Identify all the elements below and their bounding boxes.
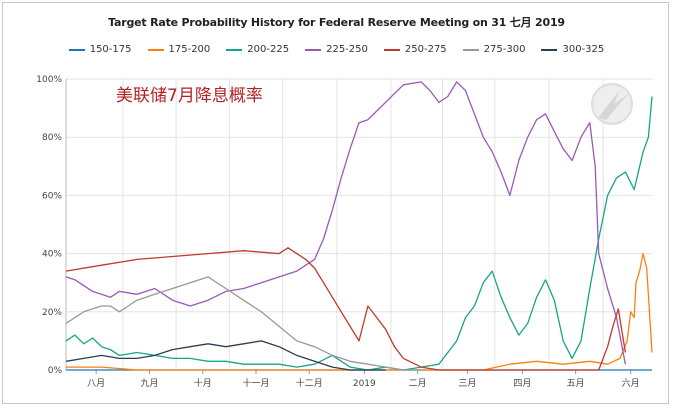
- legend-swatch: [147, 48, 164, 51]
- x-tick-label: 十一月: [242, 377, 269, 389]
- y-tick-label: 60%: [42, 191, 62, 201]
- y-tick-label: 80%: [42, 133, 62, 143]
- legend-item-200-225[interactable]: 200-225: [226, 44, 289, 55]
- legend-item-275-300[interactable]: 275-300: [462, 44, 526, 55]
- chart-axes: 0% 20% 40% 60% 80% 100% 八月 九月 十月 十一月 十二月 2019 二月 三月 四月…: [36, 75, 639, 389]
- legend-swatch: [305, 48, 322, 51]
- x-tick-label: 十二月: [296, 377, 323, 389]
- legend-item-150-175[interactable]: 150-175: [68, 44, 132, 55]
- legend-swatch: [68, 48, 85, 51]
- series-line-275-300: [65, 276, 422, 371]
- watermark-logo-icon: [591, 83, 633, 125]
- legend-label: 200-225: [247, 44, 290, 55]
- chart-legend: 150-175 175-200 200-225 225-250 250-275 275-3…: [0, 44, 673, 55]
- x-tick-label: 九月: [140, 378, 158, 389]
- y-tick-label: 40%: [42, 250, 62, 260]
- legend-swatch: [383, 48, 400, 51]
- legend-swatch: [541, 48, 558, 51]
- x-tick-label: 2019: [353, 379, 376, 389]
- y-tick-label: 20%: [42, 308, 62, 318]
- legend-item-250-275[interactable]: 250-275: [383, 44, 447, 55]
- chart-annotation: 美联储7月降息概率: [116, 86, 263, 106]
- chart-frame: [2, 2, 669, 404]
- x-tick-label: 四月: [513, 378, 531, 389]
- legend-label: 150-175: [89, 44, 132, 55]
- series-line-225-250: [65, 81, 627, 365]
- legend-label: 275-300: [483, 44, 526, 55]
- legend-item-225-250[interactable]: 225-250: [305, 44, 368, 55]
- legend-label: 250-275: [404, 44, 447, 55]
- legend-label: 300-325: [562, 44, 605, 55]
- chart-series: [65, 81, 653, 371]
- series-line-175-200: [66, 252, 653, 371]
- series-line-300-325: [65, 340, 386, 371]
- legend-label: 225-250: [326, 44, 368, 55]
- legend-item-175-200[interactable]: 175-200: [147, 44, 211, 55]
- legend-swatch: [226, 48, 243, 51]
- x-tick-label: 二月: [409, 378, 427, 389]
- y-tick-label: 0%: [48, 366, 63, 376]
- chart-title: Target Rate Probability History for Fede…: [108, 16, 565, 29]
- x-tick-label: 三月: [458, 378, 476, 389]
- y-tick-label: 100%: [36, 75, 62, 85]
- x-tick-label: 六月: [622, 377, 640, 389]
- series-line-250-275: [65, 247, 627, 371]
- x-tick-label: 十月: [194, 377, 212, 389]
- legend-item-300-325[interactable]: 300-325: [541, 44, 604, 55]
- x-tick-label: 五月: [567, 378, 585, 389]
- legend-label: 175-200: [168, 44, 211, 55]
- x-tick-label: 八月: [87, 378, 105, 389]
- legend-swatch: [462, 48, 479, 51]
